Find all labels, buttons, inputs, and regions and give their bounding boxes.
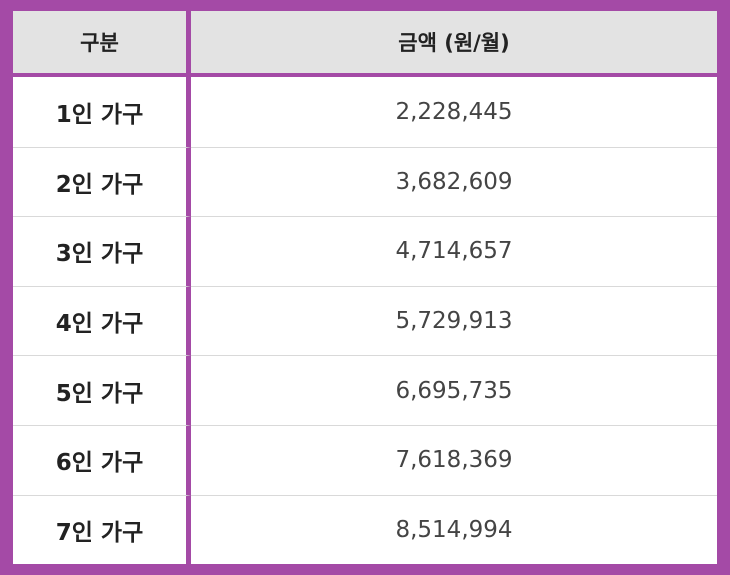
row-amount: 4,714,657 — [191, 216, 717, 286]
row-label: 7인 가구 — [13, 494, 191, 565]
row-label: 3인 가구 — [13, 216, 191, 286]
row-label: 4인 가구 — [13, 285, 191, 356]
row-amount: 2,228,445 — [191, 77, 717, 147]
table-row: 7인 가구 8,514,994 — [13, 494, 717, 565]
table-header-row: 구분 금액 (원/월) — [13, 11, 717, 77]
row-amount: 5,729,913 — [191, 285, 717, 356]
table-row: 3인 가구 4,714,657 — [13, 216, 717, 286]
row-label: 6인 가구 — [13, 424, 191, 495]
income-table: 구분 금액 (원/월) 1인 가구 2,228,445 2인 가구 3,682,… — [13, 11, 717, 565]
row-amount: 8,514,994 — [191, 494, 717, 565]
row-amount: 3,682,609 — [191, 146, 717, 217]
row-label: 2인 가구 — [13, 146, 191, 217]
header-category: 구분 — [13, 11, 191, 77]
table-row: 2인 가구 3,682,609 — [13, 146, 717, 217]
table-row: 4인 가구 5,729,913 — [13, 285, 717, 356]
table-row: 5인 가구 6,695,735 — [13, 355, 717, 425]
row-label: 5인 가구 — [13, 355, 191, 425]
table-row: 1인 가구 2,228,445 — [13, 77, 717, 147]
header-amount: 금액 (원/월) — [191, 11, 717, 77]
row-amount: 7,618,369 — [191, 424, 717, 495]
row-label: 1인 가구 — [13, 77, 191, 147]
table-row: 6인 가구 7,618,369 — [13, 424, 717, 495]
row-amount: 6,695,735 — [191, 355, 717, 425]
